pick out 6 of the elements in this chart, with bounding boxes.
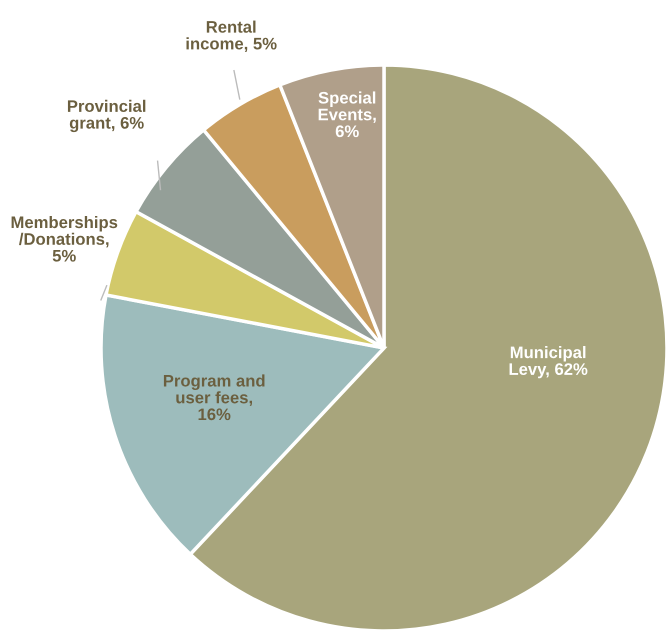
- slice-label: Provincial grant, 6%: [68, 100, 146, 132]
- slice-label: Memberships /Donations, 5%: [12, 216, 118, 262]
- slice-label: Special Events, 6%: [318, 91, 376, 138]
- slice-label: Program and user fees, 16%: [164, 374, 265, 420]
- slice-label: Rental income, 5%: [186, 20, 277, 52]
- slice-label: Municipal Levy, 62%: [510, 346, 588, 378]
